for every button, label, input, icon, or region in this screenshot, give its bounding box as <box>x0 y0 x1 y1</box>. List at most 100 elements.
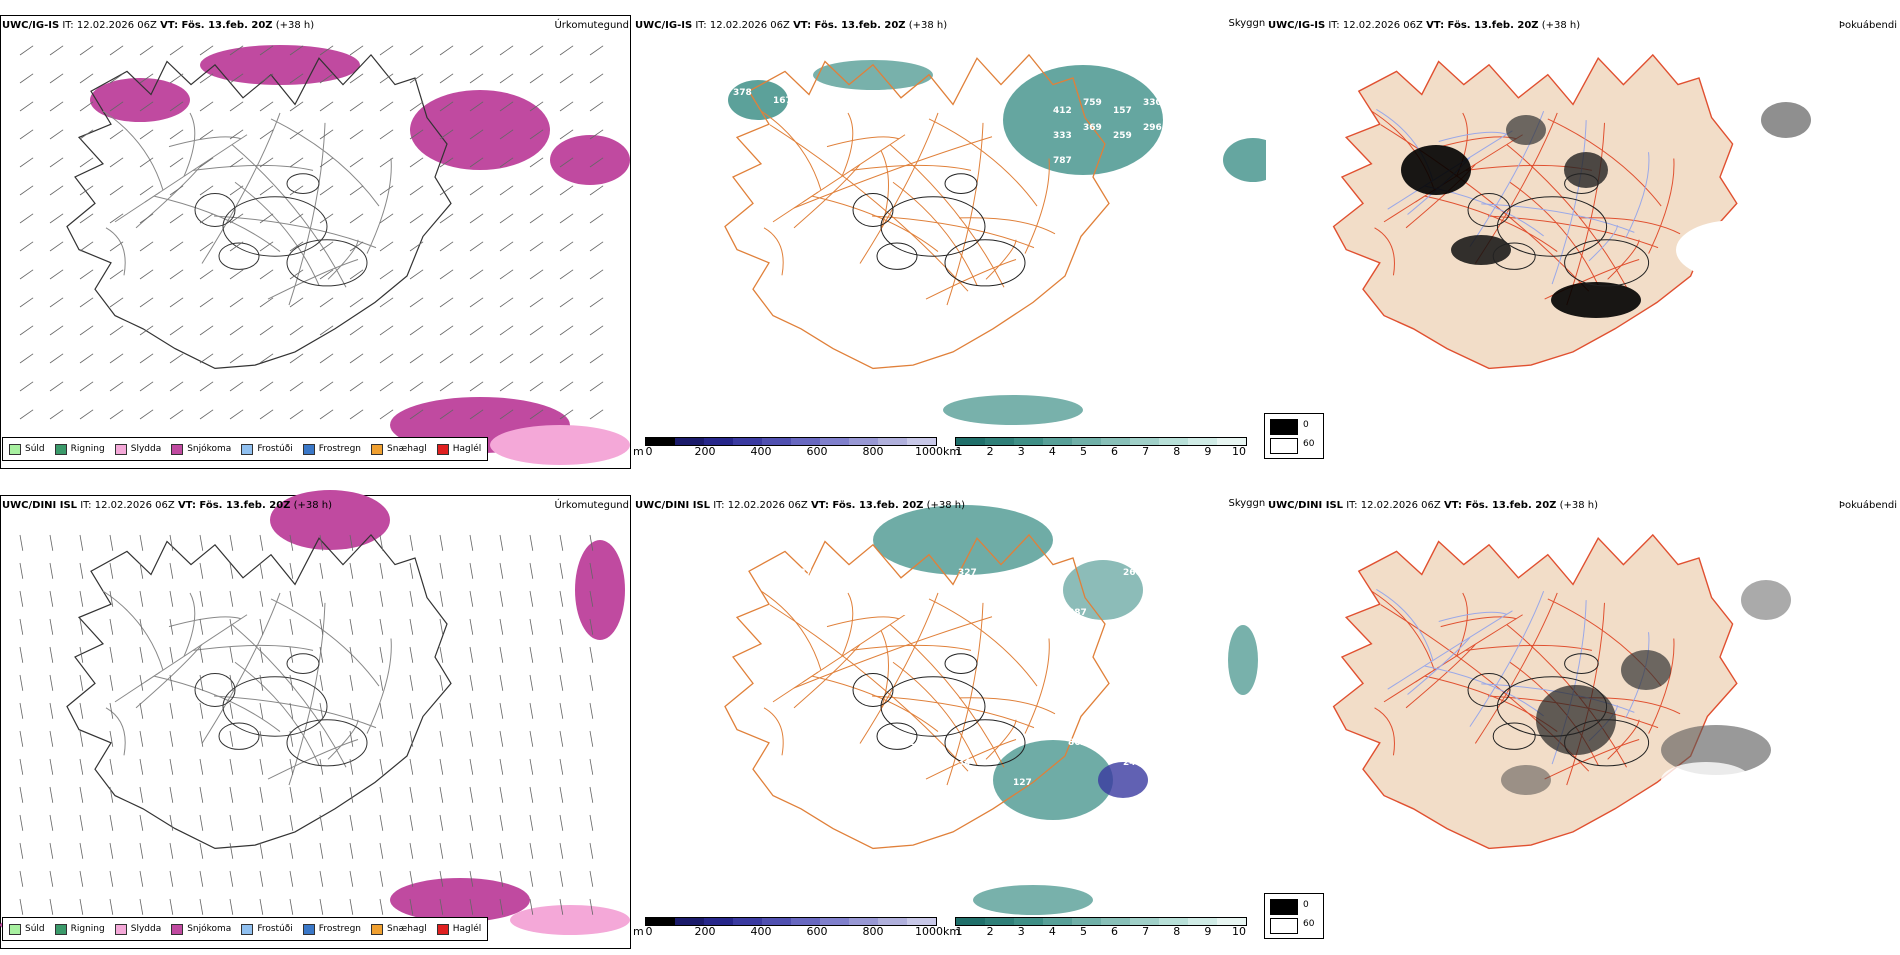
panel-title: Þokuábendi <box>1838 500 1897 511</box>
road-line <box>946 602 984 786</box>
wind-barb <box>349 101 364 112</box>
wind-barb <box>289 898 294 915</box>
value-label: 250 <box>1173 106 1192 116</box>
wind-barb <box>259 45 274 56</box>
wind-barb <box>169 101 184 112</box>
road-line <box>192 164 314 171</box>
wind-barb <box>469 409 484 420</box>
value-label: 524 <box>903 738 922 748</box>
wind-barb <box>289 73 304 84</box>
panel-header: UWC/DINI ISL IT: 12.02.2026 06Z VT: Fös.… <box>1268 500 1599 511</box>
colorbar-tick: 1000 <box>915 925 943 938</box>
wind-barb <box>79 409 94 420</box>
wind-barb <box>319 101 334 112</box>
wind-barb <box>409 185 424 196</box>
wind-barb <box>19 213 34 224</box>
legend-label: Snæhagl <box>387 924 427 934</box>
colorbar-segment <box>1043 438 1072 445</box>
fog-map <box>1332 53 1811 370</box>
wind-barb <box>19 842 24 859</box>
road-line <box>105 707 126 756</box>
wind-barb <box>229 786 234 803</box>
fog-index-area <box>1401 145 1471 195</box>
colorbar-tick: 400 <box>750 925 772 938</box>
colorbar-unit: km <box>943 445 961 458</box>
legend-item: Haglél <box>436 923 481 935</box>
wind-barb <box>439 353 454 364</box>
colorbar-segment <box>820 918 849 925</box>
value-label: 759 <box>1083 98 1102 108</box>
snow-area <box>200 45 360 85</box>
wind-barb <box>139 674 144 691</box>
wind-barb <box>319 297 334 308</box>
wind-barb <box>109 702 114 719</box>
low-visibility-area <box>1003 65 1163 175</box>
wind-barb <box>49 241 64 252</box>
coastline <box>724 533 1110 850</box>
colorbar-segment <box>985 438 1014 445</box>
wind-barb <box>199 185 214 196</box>
wind-barb <box>19 674 24 691</box>
legend-label: Snjókoma <box>187 924 232 934</box>
wind-barb <box>19 730 24 747</box>
road-line <box>1474 592 1558 744</box>
glacier-outline <box>1496 196 1608 257</box>
wind-barb <box>439 562 444 579</box>
wind-barb <box>49 870 54 887</box>
colorbar-segment <box>849 918 878 925</box>
wind-barb <box>229 157 244 168</box>
wind-barb <box>49 674 54 691</box>
wind-barb <box>319 730 324 747</box>
wind-barb <box>109 241 124 252</box>
legend-item: Frostregn <box>302 443 361 455</box>
legend-item: Snjókoma <box>171 923 232 935</box>
road-line <box>135 644 203 709</box>
wind-barb <box>139 562 144 579</box>
wind-barb <box>469 786 474 803</box>
road-line <box>1648 638 1675 734</box>
wind-barb <box>349 73 364 84</box>
wind-barb <box>139 157 154 168</box>
glacier-outline <box>1564 239 1650 287</box>
iceland-outline <box>0 490 630 935</box>
glacier-outline <box>1467 673 1511 707</box>
road-line <box>946 122 984 306</box>
wind-barb <box>289 786 294 803</box>
road-line <box>213 695 377 729</box>
wind-barb <box>439 269 454 280</box>
wind-barb <box>349 157 364 168</box>
wind-barb <box>589 814 594 831</box>
low-visibility-area <box>1223 138 1266 182</box>
precip-map <box>0 490 630 935</box>
colorbar-segment <box>1101 918 1130 925</box>
wind-barb <box>499 297 514 308</box>
legend-label: Frostúði <box>257 444 293 454</box>
wind-barb <box>19 73 34 84</box>
wind-barb <box>289 674 294 691</box>
fog-key-high: 60 <box>1303 919 1315 929</box>
road-line <box>841 112 854 177</box>
wind-barb <box>169 618 174 635</box>
colorbar-segment <box>1188 438 1217 445</box>
wind-barb <box>199 590 204 607</box>
wind-barb <box>289 157 304 168</box>
glacier-outline <box>286 173 320 195</box>
wind-barb <box>139 129 154 140</box>
legend-swatch <box>171 923 184 935</box>
wind-barb <box>199 213 214 224</box>
wind-barb <box>439 842 444 859</box>
wind-barb <box>409 758 414 775</box>
wind-barb <box>499 786 504 803</box>
road-line <box>105 227 126 276</box>
wind-barb <box>529 213 544 224</box>
road-line <box>859 592 939 744</box>
wind-barb <box>259 758 264 775</box>
wind-barb <box>439 325 454 336</box>
wind-barb <box>589 730 594 747</box>
wind-barb <box>259 562 264 579</box>
colorbar-tick: 1 <box>955 925 963 938</box>
value-label: 125 <box>813 104 832 114</box>
wind-barb <box>169 674 174 691</box>
road-line <box>1407 637 1471 695</box>
wind-barb <box>169 157 184 168</box>
